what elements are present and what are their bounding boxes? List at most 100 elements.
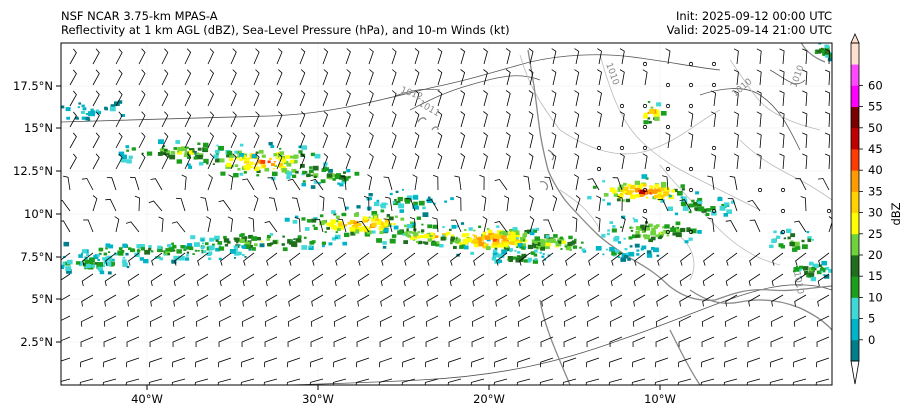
echo-cell [105, 243, 111, 248]
echo-cell [527, 244, 534, 250]
wind-barb [114, 216, 120, 233]
echo-cell [234, 251, 240, 256]
echo-cell [389, 238, 396, 244]
echo-cell [319, 221, 325, 226]
wind-barb [218, 200, 232, 212]
echo-cell [171, 259, 177, 264]
echo-cell [472, 234, 475, 236]
wind-barb [769, 378, 784, 385]
echo-cell [523, 239, 528, 243]
wind-barb [481, 195, 487, 212]
wind-barb [69, 90, 77, 107]
echo-cell [234, 237, 240, 242]
wind-barb [770, 315, 784, 327]
wind-barb [92, 111, 100, 128]
wind-barb [61, 294, 71, 301]
echo-cell [365, 227, 371, 232]
wind-barb [703, 252, 715, 266]
wind-barb [106, 177, 117, 191]
echo-cell [514, 240, 520, 245]
wind-barb [802, 90, 808, 107]
echo-cell [66, 116, 70, 120]
wind-barb [217, 378, 232, 385]
echo-cell [802, 244, 808, 249]
echo-cell [478, 225, 482, 228]
echo-cell [444, 200, 448, 203]
echo-cell [223, 235, 227, 239]
calm-wind-marker [642, 61, 648, 67]
wind-barb [505, 111, 511, 128]
wind-barb [412, 174, 418, 191]
echo-cell [260, 160, 266, 164]
calm-wind-marker [688, 187, 694, 193]
echo-cell [406, 228, 409, 231]
echo-cell [226, 151, 233, 156]
wind-barb [725, 273, 738, 287]
echo-cell [98, 252, 102, 255]
echo-cell [125, 252, 129, 256]
echo-cell [412, 231, 417, 235]
echo-cell [357, 222, 362, 227]
wind-barb [148, 200, 163, 212]
echo-cell [824, 44, 830, 49]
echo-cell [808, 261, 814, 266]
echo-cell [172, 244, 177, 249]
echo-cell [392, 201, 396, 204]
calm-wind-marker [688, 82, 694, 88]
echo-cell [389, 192, 393, 196]
wind-barb [126, 315, 140, 327]
echo-cell [186, 251, 190, 254]
echo-cell [609, 221, 613, 224]
echo-cell [302, 170, 307, 175]
wind-barb [479, 174, 485, 191]
echo-cell [286, 175, 291, 180]
echo-cell [691, 199, 695, 203]
wind-barb [448, 315, 462, 327]
echo-cell [177, 150, 183, 155]
echo-cell [162, 145, 166, 147]
echo-cell [426, 198, 433, 203]
echo-cell [218, 145, 224, 151]
echo-cell [660, 111, 667, 116]
wind-barb [449, 294, 462, 307]
echo-cell [117, 100, 123, 104]
echo-cell [530, 252, 533, 254]
echo-cell [697, 197, 703, 202]
echo-cell [422, 212, 429, 217]
wind-barb [138, 111, 146, 128]
isobar-1011 [394, 88, 441, 97]
echo-cell [197, 154, 203, 160]
wind-barb [574, 90, 580, 107]
wind-barb [115, 153, 123, 170]
echo-cell [502, 242, 509, 247]
wind-barb [794, 220, 807, 233]
echo-cell [641, 245, 647, 250]
wind-barb [355, 378, 370, 385]
wind-barb [138, 90, 146, 107]
echo-cell [150, 250, 154, 253]
echo-cell [639, 194, 644, 197]
echo-cell [337, 182, 341, 185]
wind-barb [253, 111, 260, 128]
echo-cell [695, 209, 698, 212]
echo-cell [618, 184, 624, 189]
echo-cell [682, 206, 689, 211]
echo-cell [187, 243, 193, 248]
echo-cell [572, 245, 578, 249]
echo-cell [328, 222, 335, 227]
echo-cell [395, 190, 399, 193]
wind-barb [432, 174, 439, 191]
echo-cell [177, 147, 183, 151]
echo-cell [374, 201, 380, 207]
wind-barb [596, 195, 602, 212]
echo-cell [308, 245, 314, 250]
echo-cell [477, 241, 484, 247]
wind-barb [795, 177, 807, 191]
echo-cell [349, 226, 356, 232]
echo-cell [295, 240, 299, 243]
echo-cell [290, 239, 293, 242]
echo-cell [668, 195, 672, 198]
wind-barb [174, 252, 186, 266]
wind-barb [264, 221, 278, 233]
wind-barb [733, 48, 739, 65]
